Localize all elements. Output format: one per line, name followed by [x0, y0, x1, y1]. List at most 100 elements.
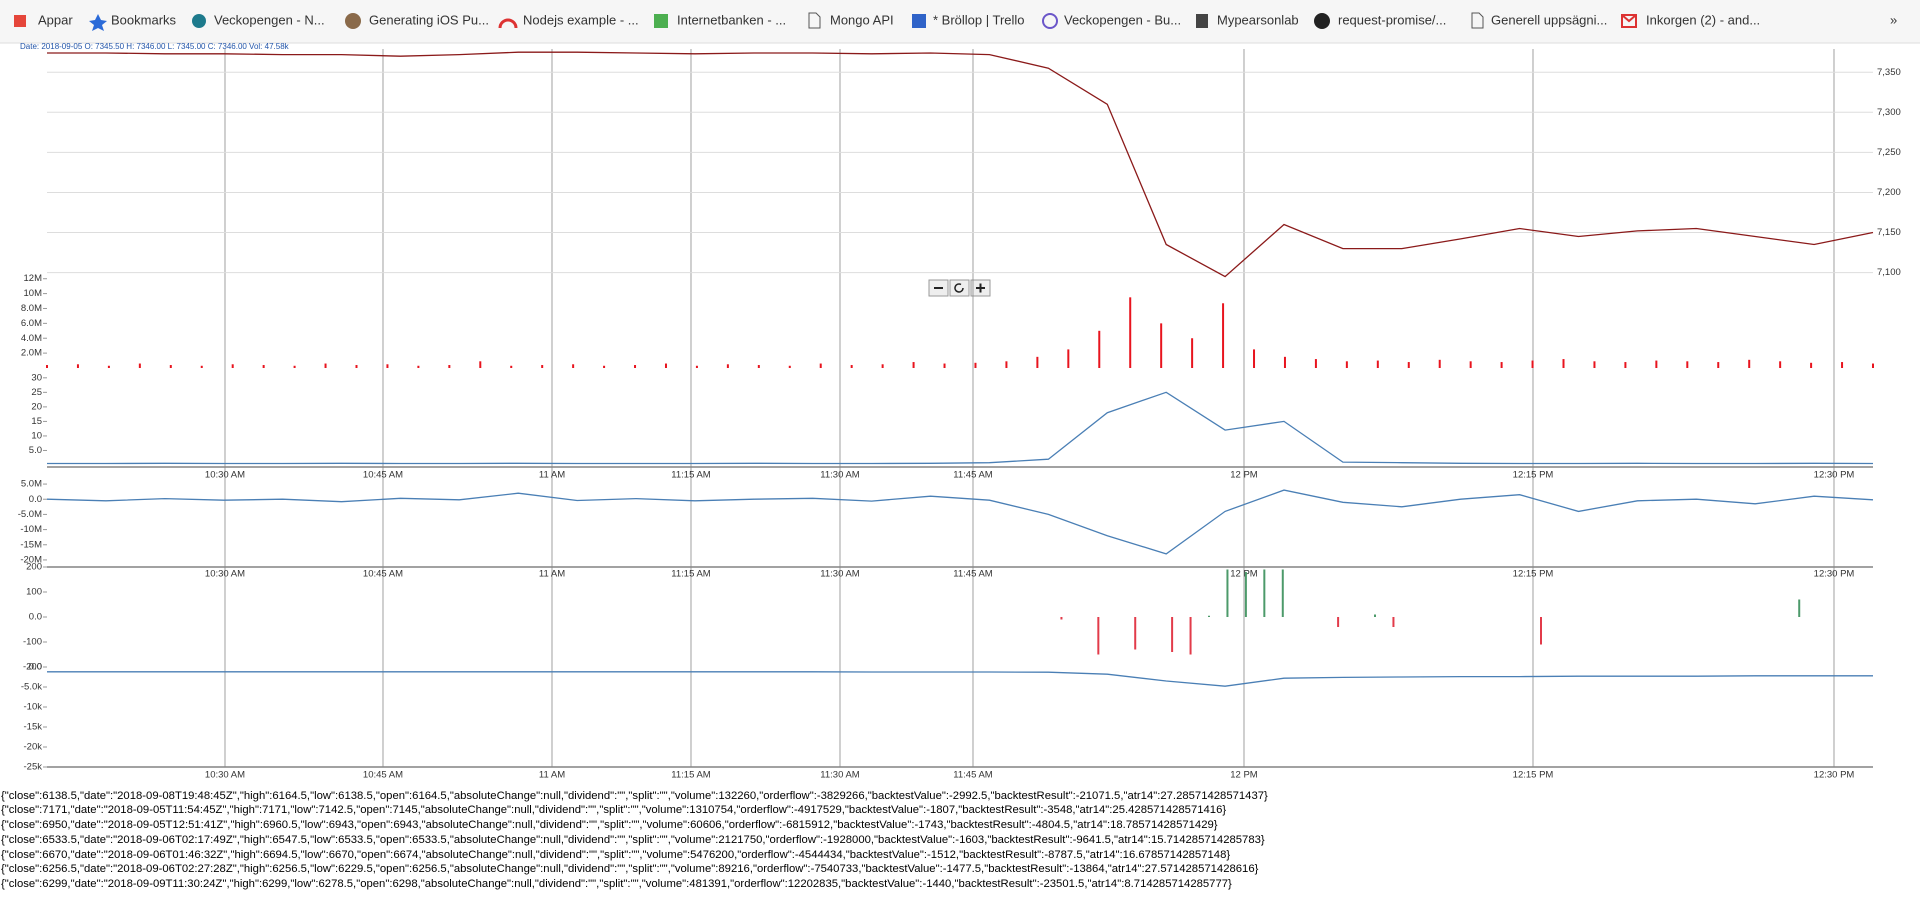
bar: [788, 365, 791, 368]
x-tick-label: 12 PM: [1230, 470, 1258, 481]
y-tick-label: 0.0: [29, 612, 42, 623]
y-tick-label: 5.0: [29, 445, 42, 456]
bar: [1060, 617, 1063, 620]
bar: [417, 365, 420, 368]
bookmark-icons: [14, 12, 1637, 31]
bar: [1531, 360, 1534, 368]
bookmark-label[interactable]: Bookmarks: [111, 12, 177, 27]
x-tick-label: 12 PM: [1230, 770, 1258, 781]
x-tick-label: 11:45 AM: [953, 569, 993, 580]
y-tick-label: 2.0M: [21, 348, 42, 359]
bookmark-label[interactable]: Internetbanken - ...: [677, 12, 786, 27]
y-tick-label: 7,100: [1877, 267, 1901, 278]
bar: [1171, 617, 1174, 652]
bar: [1392, 617, 1395, 627]
series-line: [47, 51, 1874, 278]
bookmark-label[interactable]: Generell uppsägni...: [1491, 12, 1607, 27]
chart-header: Date: 2018-09-05 O: 7345.50 H: 7346.00 L…: [20, 42, 290, 51]
bookmark-label[interactable]: Appar: [38, 12, 73, 27]
bar: [541, 365, 544, 368]
bar: [1407, 362, 1410, 368]
y-tick-label: -200: [23, 662, 42, 673]
bar: [1134, 617, 1137, 650]
x-tick-label: 11 AM: [539, 569, 565, 580]
bookmark-label[interactable]: request-promise/...: [1338, 12, 1446, 27]
x-tick-label: 11 AM: [539, 770, 565, 781]
bar: [1345, 361, 1348, 368]
bar: [1593, 361, 1596, 368]
bar: [76, 364, 79, 368]
json-line: {"close":6256.5,"date":"2018-09-06T02:27…: [1, 863, 1259, 875]
icon: [14, 15, 26, 27]
bookmark-label[interactable]: Generating iOS Pu...: [369, 12, 489, 27]
x-tick-label: 12:15 PM: [1513, 770, 1554, 781]
y-tick-label: 0.0: [29, 494, 42, 505]
x-tick-label: 11:45 AM: [953, 470, 993, 481]
x-tick-label: 10:30 AM: [205, 569, 245, 580]
icon: [1042, 13, 1058, 29]
y-tick-label: -5.0M: [18, 509, 42, 520]
x-tick-label: 10:45 AM: [363, 770, 403, 781]
y-tick-label: 10: [31, 430, 42, 441]
bar: [386, 364, 389, 368]
bar: [293, 365, 296, 368]
bookmark-label[interactable]: * Bröllop | Trello: [933, 12, 1025, 27]
x-tick-label: 11:30 AM: [820, 470, 860, 481]
bar: [850, 365, 853, 368]
y-tick-label: 15: [31, 416, 42, 427]
bar: [1540, 617, 1542, 645]
json-line: {"close":6533.5,"date":"2018-09-06T02:17…: [1, 834, 1265, 846]
bookmarks-bar: [0, 0, 1920, 43]
icon: [808, 12, 821, 29]
bar: [664, 363, 667, 368]
bar: [1263, 569, 1266, 617]
y-tick-label: 25: [31, 387, 42, 398]
bar: [1160, 323, 1163, 368]
bookmark-label[interactable]: Veckopengen - N...: [214, 12, 325, 27]
bar: [1098, 330, 1101, 368]
x-tick-label: 10:45 AM: [363, 569, 403, 580]
bookmark-label[interactable]: Mypearsonlab: [1217, 12, 1299, 27]
bar: [200, 365, 203, 368]
bar: [1253, 349, 1256, 368]
y-tick-label: -25k: [24, 762, 43, 773]
bar: [1189, 617, 1192, 655]
bookmark-label[interactable]: »: [1890, 12, 1897, 27]
bar: [1067, 349, 1070, 368]
x-tick-label: 12:15 PM: [1513, 470, 1554, 481]
bar: [1469, 361, 1472, 368]
icon: [976, 283, 985, 293]
icon: [498, 18, 518, 29]
icon: [1621, 14, 1637, 28]
bookmark-label[interactable]: Mongo API: [830, 12, 894, 27]
zoom-controls[interactable]: [928, 279, 991, 297]
y-tick-label: 7,250: [1877, 147, 1901, 158]
reset-button[interactable]: [949, 279, 970, 297]
icon: [654, 14, 668, 28]
bookmark-label[interactable]: Veckopengen - Bu...: [1064, 12, 1181, 27]
bar: [1500, 362, 1503, 368]
x-tick-label: 11:30 AM: [820, 569, 860, 580]
bar: [1208, 615, 1210, 617]
bar: [819, 363, 822, 368]
bar: [1374, 614, 1376, 617]
bar: [138, 363, 141, 368]
bar: [1748, 359, 1751, 368]
bar: [1281, 569, 1284, 617]
bar: [1779, 361, 1782, 368]
bookmark-label[interactable]: Nodejs example - ...: [523, 12, 639, 27]
bar: [1872, 363, 1874, 368]
y-tick-label: 0.0: [29, 662, 42, 673]
bar: [1129, 297, 1132, 368]
bar: [1097, 617, 1100, 655]
y-tick-label: 100: [26, 587, 42, 598]
bar: [1226, 569, 1229, 617]
y-tick-label: 7,150: [1877, 227, 1901, 238]
bar: [262, 365, 265, 368]
series-line: [47, 391, 1874, 465]
bookmark-label[interactable]: Inkorgen (2) - and...: [1646, 12, 1760, 27]
x-tick-label: 12 PM: [1230, 569, 1258, 580]
x-tick-label: 11:15 AM: [671, 569, 711, 580]
series-line: [46, 489, 1874, 555]
